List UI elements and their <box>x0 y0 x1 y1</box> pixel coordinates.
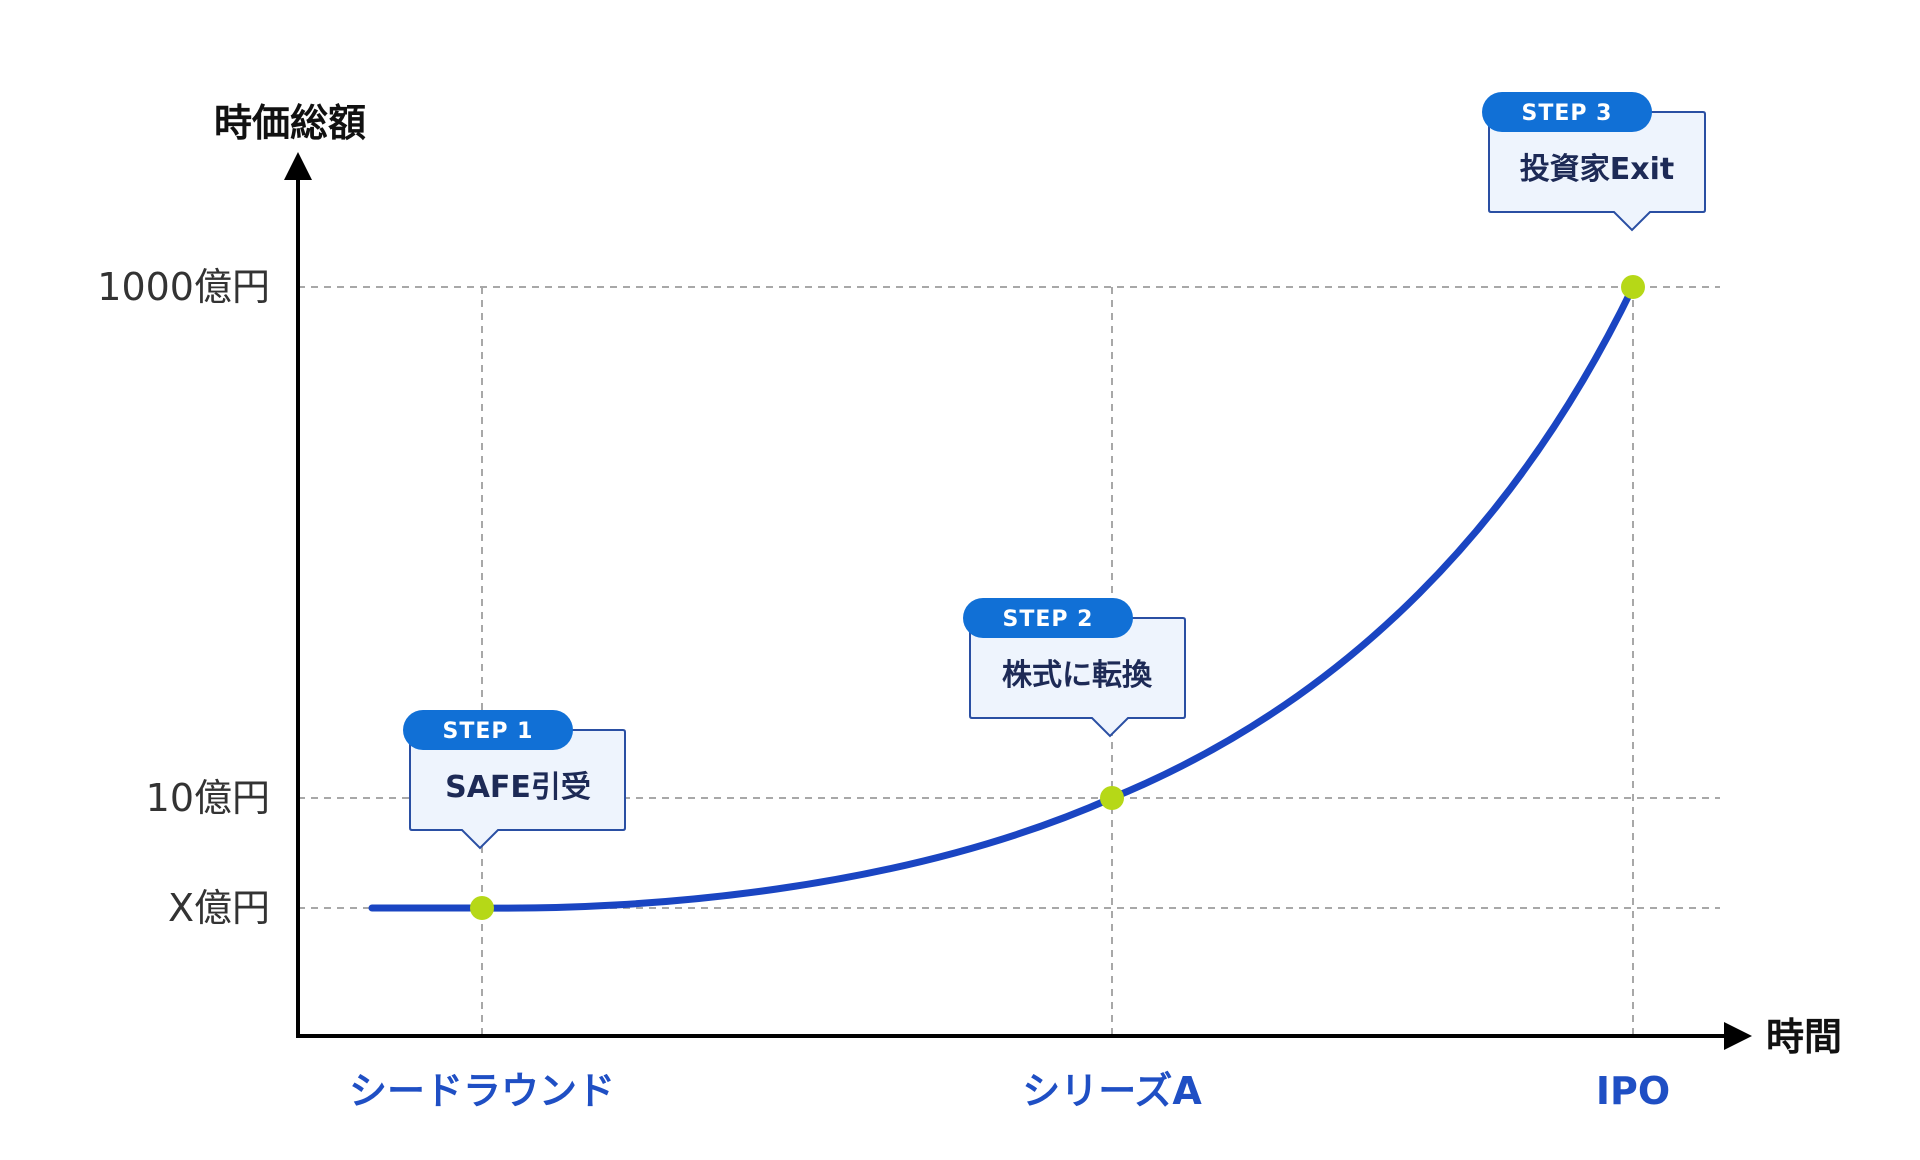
x-category-label-seed: シードラウンド <box>349 1069 615 1113</box>
step-badge-label: STEP 2 <box>1003 607 1094 632</box>
step-1-callout: STEP 1 SAFE引受 <box>403 710 626 850</box>
y-tick-label-1000: 1000億円 <box>97 265 270 309</box>
x-category-label-ipo: IPO <box>1596 1069 1670 1113</box>
data-point-seed <box>470 896 494 920</box>
x-category-label-series-a: シリーズA <box>1022 1069 1202 1113</box>
step-callout-label: 株式に転換 <box>1002 658 1153 693</box>
data-point-series-a <box>1100 786 1124 810</box>
step-badge-label: STEP 1 <box>443 719 534 744</box>
step-3-callout: STEP 3 投資家Exit <box>1482 92 1706 232</box>
y-axis-title: 時価総額 <box>214 101 366 145</box>
step-badge <box>963 598 1133 638</box>
step-callout-label: 投資家Exit <box>1520 152 1674 187</box>
step-badge <box>1482 92 1652 132</box>
data-point-ipo <box>1621 275 1645 299</box>
step-badge <box>403 710 573 750</box>
y-tick-label-10: 10億円 <box>146 776 270 820</box>
step-callout-label: SAFE引受 <box>445 770 591 805</box>
x-axis-arrow-icon <box>1724 1022 1752 1050</box>
step-badge-label: STEP 3 <box>1522 101 1613 126</box>
step-2-callout: STEP 2 株式に転換 <box>963 598 1186 738</box>
y-axis-arrow-icon <box>284 152 312 180</box>
x-axis-title: 時間 <box>1766 1015 1842 1059</box>
y-tick-label-x: X億円 <box>168 886 270 930</box>
